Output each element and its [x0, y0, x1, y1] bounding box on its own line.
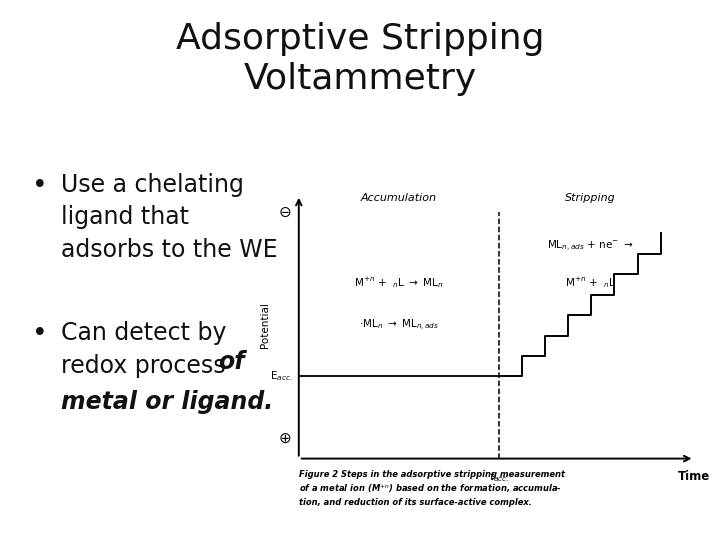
Text: Can detect by
redox process: Can detect by redox process [61, 321, 233, 378]
Text: ML$_{n,ads}$ + ne$^{-}$ $\rightarrow$: ML$_{n,ads}$ + ne$^{-}$ $\rightarrow$ [547, 239, 634, 253]
Text: t$_{acc.}$: t$_{acc.}$ [489, 470, 508, 484]
Text: Adsorptive Stripping
Voltammetry: Adsorptive Stripping Voltammetry [176, 22, 544, 96]
Text: E$_{acc.}$: E$_{acc.}$ [270, 369, 293, 383]
Text: ⊖: ⊖ [279, 205, 291, 219]
Text: of: of [218, 350, 245, 374]
Text: •: • [32, 173, 48, 199]
Text: •: • [32, 321, 48, 347]
Text: Use a chelating
ligand that
adsorbs to the WE: Use a chelating ligand that adsorbs to t… [61, 173, 278, 262]
Text: Accumulation: Accumulation [361, 193, 437, 203]
Text: M$^{+n}$ +  $_{n}$L $\rightarrow$ ML$_{n}$: M$^{+n}$ + $_{n}$L $\rightarrow$ ML$_{n}… [354, 275, 444, 291]
Text: Potential: Potential [260, 302, 270, 348]
Text: Figure 2 Steps in the adsorptive stripping measurement
of a metal ion (M$^{+n}$): Figure 2 Steps in the adsorptive strippi… [299, 470, 564, 507]
Text: Stripping: Stripping [565, 193, 616, 203]
Text: M$^{+n}$ +  $_{n}$L: M$^{+n}$ + $_{n}$L [565, 275, 616, 291]
Text: Time: Time [678, 470, 711, 483]
Text: $\cdot$ML$_{n}$ $\rightarrow$ ML$_{n,ads}$: $\cdot$ML$_{n}$ $\rightarrow$ ML$_{n,ads… [359, 318, 438, 333]
Text: ⊕: ⊕ [279, 431, 291, 446]
Text: metal or ligand.: metal or ligand. [61, 390, 274, 414]
